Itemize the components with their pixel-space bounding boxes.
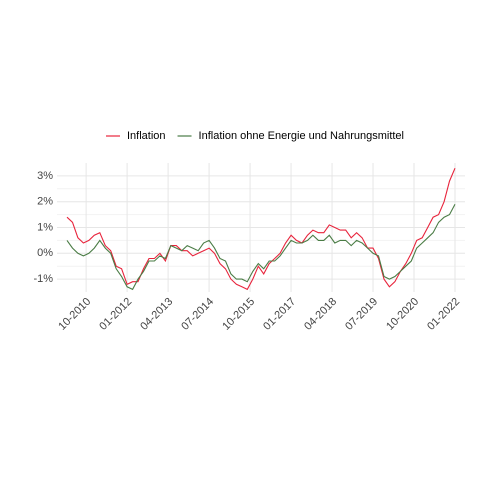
- x-tick-label: 07-2019: [343, 296, 380, 333]
- legend-label: Inflation ohne Energie und Nahrungsmitte…: [199, 130, 404, 142]
- x-tick-label: 01-2012: [97, 296, 134, 333]
- x-tick-label: 04-2018: [302, 296, 339, 333]
- x-tick-label: 07-2014: [179, 296, 216, 333]
- x-tick-label: 01-2022: [425, 296, 462, 333]
- x-tick-label: 10-2020: [384, 296, 421, 333]
- x-tick-label: 10-2015: [220, 296, 257, 333]
- line-series: [66, 167, 456, 291]
- y-tick-label: 3%: [37, 170, 53, 182]
- y-tick-label: 0%: [37, 247, 53, 259]
- x-tick-label: 01-2017: [261, 296, 298, 333]
- line-series: [66, 204, 456, 291]
- legend-label: Inflation: [127, 130, 166, 142]
- x-tick-label: 10-2010: [56, 296, 93, 333]
- x-tick-label: 04-2013: [138, 296, 175, 333]
- y-tick-label: 1%: [37, 221, 53, 233]
- y-tick-label: 2%: [37, 196, 53, 208]
- y-tick-label: -1%: [33, 273, 53, 285]
